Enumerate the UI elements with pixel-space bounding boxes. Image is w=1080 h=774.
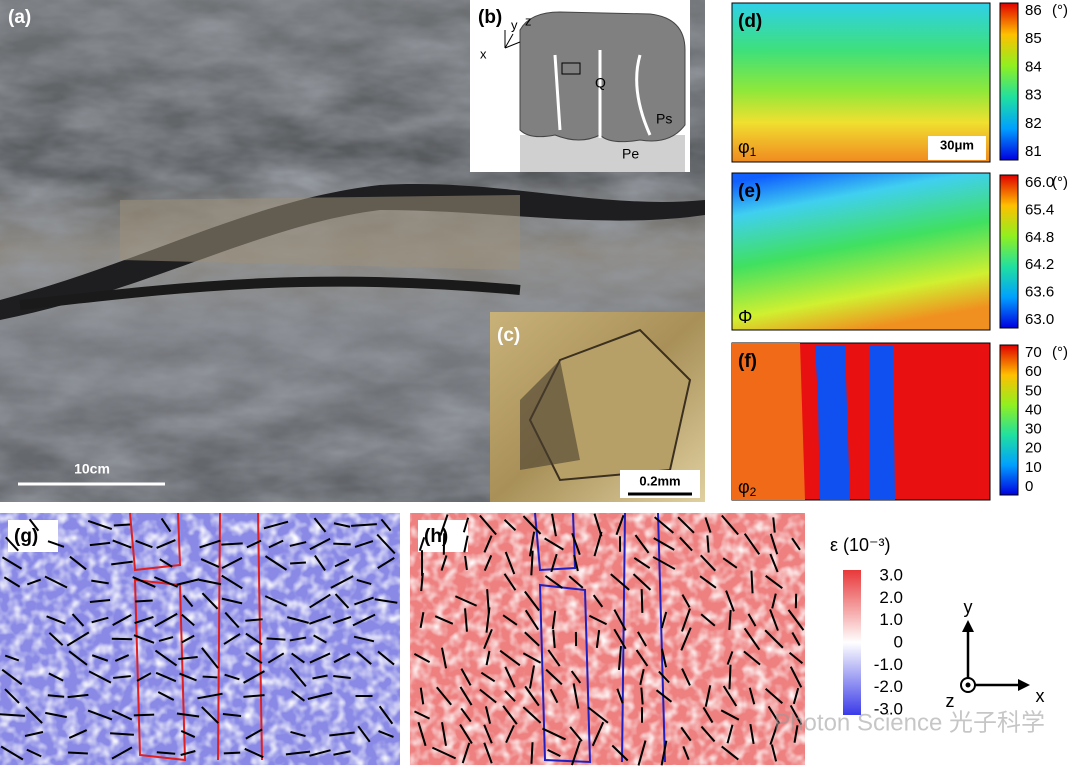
colorbar-tick: 63.6 bbox=[1025, 284, 1054, 301]
director-dash bbox=[729, 665, 730, 690]
colorbar-tick: 3.0 bbox=[879, 565, 903, 584]
region-label: Q bbox=[595, 75, 606, 91]
map-symbol: Φ bbox=[738, 307, 752, 327]
panel-d: (d) φ1 30μm bbox=[732, 3, 990, 162]
colorbar-tick: 20 bbox=[1025, 440, 1042, 457]
colorbar-unit: (°) bbox=[1052, 344, 1068, 361]
panel-label: (c) bbox=[497, 325, 520, 346]
panel-label: (d) bbox=[738, 11, 762, 32]
director-dash bbox=[531, 742, 532, 763]
blue-band bbox=[870, 345, 895, 500]
colorbar-tick: 0 bbox=[1025, 478, 1033, 495]
arrowhead bbox=[962, 620, 974, 632]
director-dash bbox=[68, 752, 88, 753]
colorbar bbox=[1000, 3, 1018, 160]
arrowhead bbox=[1018, 679, 1030, 691]
colorbar-tick: 1.0 bbox=[879, 610, 903, 629]
director-dash bbox=[114, 524, 130, 525]
region-label: Pe bbox=[622, 146, 639, 162]
symbol: φ bbox=[738, 137, 750, 157]
subscript: 1 bbox=[750, 145, 757, 159]
colorbar bbox=[1000, 175, 1018, 328]
panel-label: (e) bbox=[738, 181, 761, 202]
scale-label: 30μm bbox=[940, 137, 974, 152]
axis-label: y bbox=[511, 17, 518, 32]
colorbar-unit: (°) bbox=[1052, 174, 1068, 191]
director-dash bbox=[224, 753, 240, 754]
director-dash bbox=[134, 715, 154, 716]
strain-texture bbox=[0, 513, 400, 765]
panel-c: (c) 0.2mm bbox=[490, 312, 705, 502]
colorbar-tick: 0 bbox=[894, 632, 903, 651]
colorbar-tick: 70 bbox=[1025, 344, 1042, 361]
panel-label: (b) bbox=[478, 7, 502, 28]
director-dash bbox=[267, 638, 286, 639]
colorbar-tick: 84 bbox=[1025, 58, 1042, 75]
axis-label: z bbox=[525, 13, 532, 28]
colorbar-tick: 2.0 bbox=[879, 588, 903, 607]
panel-e: (e) Φ bbox=[732, 173, 990, 330]
director-dash bbox=[531, 551, 532, 576]
colorbar-tick: 66.0 bbox=[1025, 174, 1054, 191]
colorbar-tick: -2.0 bbox=[874, 677, 903, 696]
axis-label: z bbox=[946, 691, 955, 711]
colorbar-tick: 83 bbox=[1025, 87, 1042, 104]
colorbar bbox=[1000, 345, 1018, 495]
strain-texture bbox=[410, 513, 805, 765]
colorbar-tick: 40 bbox=[1025, 401, 1042, 418]
panel-b: (b) x y z Q Ps Pe bbox=[470, 0, 690, 172]
scale-label: 10cm bbox=[74, 461, 110, 477]
symbol: φ bbox=[738, 477, 750, 497]
colorbar-tick: 50 bbox=[1025, 382, 1042, 399]
director-dash bbox=[333, 544, 350, 545]
colorbar-title: ε (10⁻³) bbox=[830, 535, 891, 555]
colorbar-tick: 65.4 bbox=[1025, 201, 1054, 218]
director-dash bbox=[290, 563, 306, 564]
colorbar-tick: 86 bbox=[1025, 2, 1042, 19]
director-dash bbox=[221, 543, 242, 544]
director-dash bbox=[729, 610, 730, 630]
panel-h: (h) bbox=[410, 513, 805, 765]
director-dash bbox=[112, 639, 132, 640]
scale-label: 0.2mm bbox=[639, 473, 680, 488]
colorbar bbox=[843, 570, 861, 715]
colorbar-unit: (°) bbox=[1052, 2, 1068, 19]
director-dash bbox=[135, 601, 152, 602]
colorbar-tick: 60 bbox=[1025, 363, 1042, 380]
subscript: 2 bbox=[750, 485, 757, 499]
colorbar-tick: 64.8 bbox=[1025, 229, 1054, 246]
orientation-map bbox=[732, 173, 990, 330]
colorbar-tick: 82 bbox=[1025, 115, 1042, 132]
director-dash bbox=[642, 589, 643, 613]
colorbar-tick: 81 bbox=[1025, 143, 1042, 160]
region-label: Ps bbox=[656, 111, 672, 127]
director-dash bbox=[707, 535, 708, 552]
axis-label: x bbox=[1036, 686, 1045, 706]
blue-band bbox=[815, 345, 850, 500]
fiber-layer bbox=[120, 195, 520, 270]
panel-label: (g) bbox=[14, 526, 38, 547]
coordinate-axes: y x z bbox=[946, 597, 1045, 711]
colorbar-tick: 63.0 bbox=[1025, 311, 1054, 328]
panel-f: (f) φ2 bbox=[732, 343, 990, 500]
panel-label: (f) bbox=[738, 351, 757, 372]
colorbar-tick: 85 bbox=[1025, 30, 1042, 47]
z-axis-dot bbox=[966, 683, 971, 688]
colorbar-tick: 10 bbox=[1025, 459, 1042, 476]
colorbar-tick: -1.0 bbox=[874, 655, 903, 674]
panel-label: (a) bbox=[8, 7, 31, 28]
director-dash bbox=[641, 688, 642, 705]
director-dash bbox=[751, 571, 752, 594]
director-dash bbox=[203, 677, 218, 678]
colorbar-tick: 30 bbox=[1025, 421, 1042, 438]
axis-label: y bbox=[964, 597, 973, 617]
colorbar-tick: 64.2 bbox=[1025, 256, 1054, 273]
panel-g: (g) bbox=[0, 513, 400, 765]
axis-label: x bbox=[480, 46, 487, 61]
watermark: Photon Science 光子科学 bbox=[774, 709, 1045, 736]
